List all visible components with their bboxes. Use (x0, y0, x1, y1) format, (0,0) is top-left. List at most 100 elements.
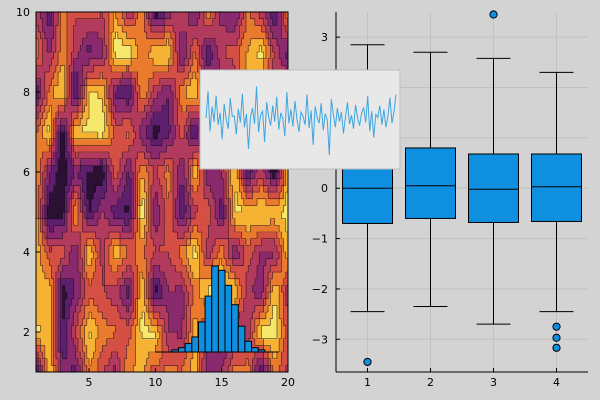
contour-cell (164, 145, 168, 153)
contour-cell (226, 258, 229, 266)
contour-cell (162, 105, 165, 113)
contour-cell (95, 212, 99, 220)
contour-cell (162, 305, 165, 313)
contour-cell (188, 218, 192, 226)
contour-cell (168, 165, 172, 173)
contour-cell (272, 338, 276, 346)
contour-cell (274, 358, 278, 366)
contour-cell (237, 232, 240, 240)
contour-cell (91, 92, 95, 100)
contour-cell (135, 252, 139, 260)
contour-cell (232, 258, 236, 266)
contour-cell (133, 205, 137, 213)
contour-cell (137, 172, 141, 180)
contour-cell (51, 285, 55, 293)
contour-cell (135, 318, 139, 326)
contour-cell (60, 92, 64, 100)
contour-cell (69, 125, 72, 133)
contour-cell (219, 205, 223, 213)
contour-cell (62, 332, 66, 340)
contour-cell (42, 338, 46, 346)
contour-cell (239, 298, 243, 306)
contour-cell (210, 245, 214, 253)
contour-cell (270, 292, 274, 300)
contour-cell (55, 138, 59, 146)
contour-cell (192, 132, 196, 140)
contour-cell (170, 265, 174, 273)
contour-cell (89, 312, 92, 320)
contour-cell (175, 158, 179, 166)
contour-cell (78, 112, 81, 120)
contour-cell (120, 98, 123, 106)
contour-cell (93, 325, 97, 333)
contour-cell (108, 312, 112, 320)
contour-cell (190, 258, 194, 266)
contour-cell (146, 105, 150, 113)
contour-cell (80, 225, 84, 233)
contour-cell (124, 118, 128, 126)
contour-cell (270, 325, 274, 333)
contour-cell (159, 232, 163, 240)
contour-cell (80, 278, 84, 286)
contour-cell (89, 125, 92, 133)
contour-cell (97, 132, 101, 140)
contour-cell (60, 365, 64, 372)
contour-cell (279, 238, 282, 246)
contour-cell (188, 192, 192, 200)
contour-cell (51, 212, 55, 220)
contour-cell (201, 305, 205, 313)
contour-cell (108, 172, 112, 180)
contour-cell (162, 145, 165, 153)
contour-cell (150, 325, 154, 333)
contour-cell (58, 178, 61, 186)
contour-cell (139, 98, 143, 106)
contour-cell (195, 185, 198, 193)
contour-cell (60, 185, 64, 193)
contour-cell (47, 345, 50, 353)
contour-cell (60, 85, 64, 93)
contour-cell (168, 285, 172, 293)
contour-cell (175, 118, 179, 126)
contour-cell (257, 212, 260, 220)
contour-cell (120, 198, 123, 206)
contour-cell (148, 252, 152, 260)
contour-cell (186, 358, 190, 366)
contour-cell (69, 365, 72, 372)
contour-cell (82, 112, 86, 120)
contour-cell (106, 218, 110, 226)
contour-cell (232, 225, 236, 233)
contour-cell (120, 272, 123, 280)
contour-cell (104, 325, 108, 333)
contour-cell (250, 218, 254, 226)
contour-cell (279, 232, 282, 240)
contour-cell (261, 338, 265, 346)
contour-cell (201, 285, 205, 293)
contour-cell (243, 285, 247, 293)
contour-cell (243, 318, 247, 326)
contour-cell (80, 118, 84, 126)
contour-cell (73, 238, 77, 246)
contour-cell (179, 232, 183, 240)
contour-cell (38, 218, 42, 226)
contour-cell (82, 352, 86, 360)
contour-cell (197, 258, 201, 266)
contour-cell (237, 265, 240, 273)
contour-cell (190, 178, 194, 186)
contour-cell (246, 218, 249, 226)
contour-cell (254, 178, 258, 186)
contour-cell (106, 192, 110, 200)
contour-cell (113, 258, 117, 266)
contour-cell (38, 252, 42, 260)
contour-cell (131, 272, 134, 280)
contour-cell (153, 132, 156, 140)
contour-cell (188, 358, 192, 366)
contour-cell (71, 198, 75, 206)
contour-cell (36, 165, 39, 173)
contour-cell (159, 105, 163, 113)
contour-cell (276, 298, 280, 306)
contour-cell (162, 98, 165, 106)
contour-cell (40, 132, 44, 140)
contour-cell (40, 358, 44, 366)
contour-cell (150, 192, 154, 200)
contour-cell (49, 358, 53, 366)
